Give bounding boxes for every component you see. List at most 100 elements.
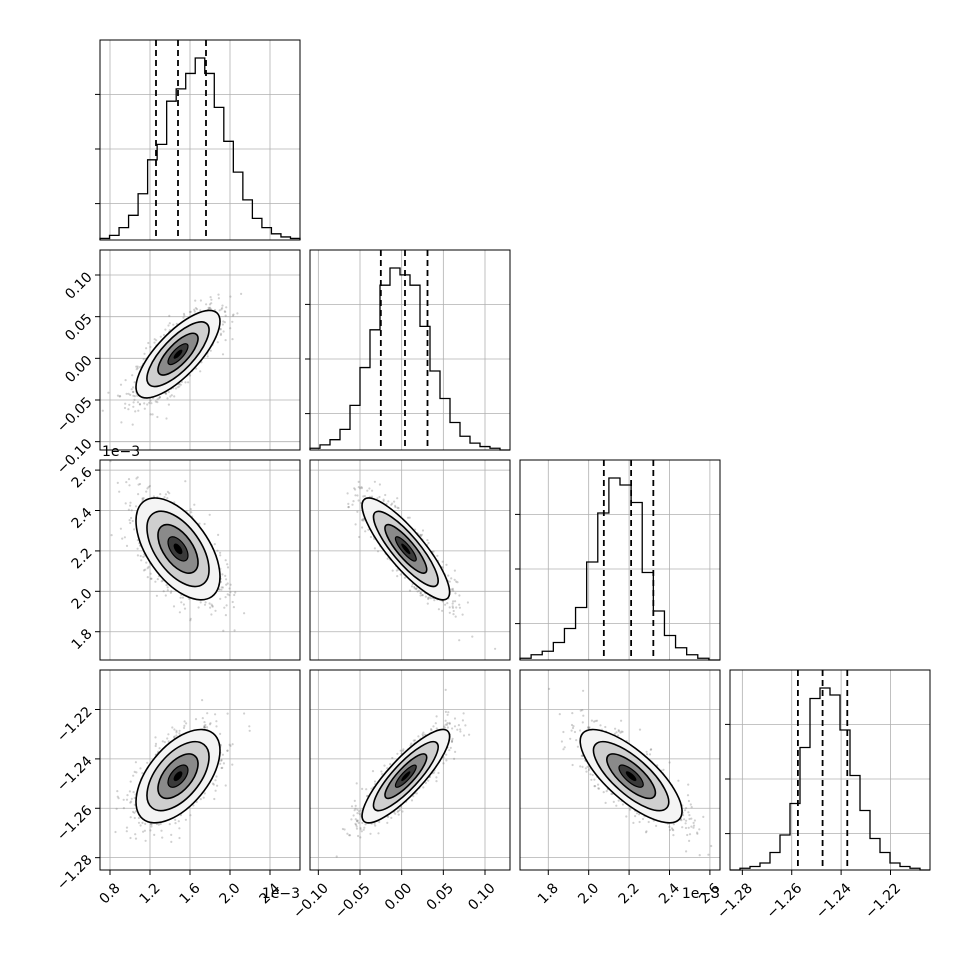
scatter-point bbox=[366, 794, 369, 798]
x-tick-label: 0.8 bbox=[97, 880, 124, 907]
scatter-point bbox=[170, 833, 173, 837]
scatter-point bbox=[698, 854, 701, 857]
scatter-point bbox=[355, 825, 358, 828]
scatter-point bbox=[579, 765, 582, 768]
scatter-point bbox=[209, 349, 212, 352]
scatter-point bbox=[494, 647, 497, 650]
scatter-point bbox=[390, 503, 393, 506]
scatter-point bbox=[148, 484, 151, 488]
scatter-point bbox=[357, 821, 360, 825]
scatter-point bbox=[155, 594, 158, 597]
scatter-point bbox=[139, 824, 142, 827]
y-tick-label: −1.22 bbox=[54, 704, 96, 746]
scatter-point bbox=[634, 815, 637, 818]
scatter-point bbox=[396, 752, 399, 755]
scatter-point bbox=[169, 395, 172, 398]
panel-content bbox=[310, 460, 510, 660]
scatter-point bbox=[131, 374, 134, 377]
scatter-point bbox=[169, 591, 172, 594]
scatter-point bbox=[437, 608, 440, 611]
scatter-point bbox=[416, 590, 419, 593]
scatter-point bbox=[124, 379, 127, 382]
scatter-point bbox=[173, 728, 176, 731]
scatter-point bbox=[359, 487, 362, 490]
scatter-point bbox=[448, 722, 451, 725]
scatter-point bbox=[164, 493, 167, 496]
scatter-point bbox=[130, 509, 133, 512]
scatter-point bbox=[457, 724, 460, 727]
scatter-point bbox=[688, 814, 691, 817]
scatter-point bbox=[451, 737, 454, 740]
scatter-point bbox=[219, 332, 223, 335]
scatter-point bbox=[350, 805, 354, 808]
scatter-point bbox=[179, 596, 182, 599]
scatter-point bbox=[647, 820, 650, 824]
scatter-point bbox=[129, 780, 132, 783]
scatter-point bbox=[129, 393, 132, 396]
scatter-point bbox=[576, 745, 580, 748]
scatter-point bbox=[419, 533, 422, 536]
scatter-point bbox=[371, 489, 374, 492]
scatter-point bbox=[385, 502, 388, 505]
scatter-point bbox=[365, 788, 368, 791]
axes-frame bbox=[309, 249, 511, 451]
scatter-point bbox=[180, 601, 183, 604]
scatter-point bbox=[429, 597, 433, 600]
scatter-point bbox=[354, 523, 357, 526]
scatter-point bbox=[615, 804, 618, 807]
scatter-point bbox=[422, 731, 425, 734]
scatter-point bbox=[587, 726, 590, 729]
scatter-point bbox=[617, 729, 620, 732]
scatter-point bbox=[215, 725, 218, 728]
scatter-point bbox=[224, 310, 227, 313]
scatter-point bbox=[575, 739, 578, 742]
scatter-point bbox=[629, 808, 632, 811]
scatter-point bbox=[228, 587, 231, 590]
scatter-point bbox=[176, 386, 179, 389]
scatter-point bbox=[175, 729, 178, 733]
scatter-point bbox=[128, 790, 131, 793]
scatter-point bbox=[415, 792, 418, 795]
scatter-point bbox=[236, 312, 239, 315]
scatter-point bbox=[136, 401, 140, 404]
scatter-point bbox=[217, 297, 220, 300]
scatter-point bbox=[571, 763, 574, 767]
scatter-point bbox=[571, 712, 574, 715]
scatter-point bbox=[684, 822, 687, 825]
scatter-point bbox=[213, 543, 216, 546]
scatter-point bbox=[198, 522, 201, 525]
scatter-point bbox=[214, 713, 217, 716]
scatter-point bbox=[132, 405, 135, 408]
scatter-point bbox=[143, 352, 146, 355]
scatter-point bbox=[220, 308, 223, 311]
scatter-point bbox=[635, 812, 639, 815]
scatter-point bbox=[452, 609, 455, 613]
scatter-point bbox=[382, 499, 385, 503]
scatter-point bbox=[364, 530, 367, 533]
scatter-point bbox=[175, 731, 178, 734]
scatter-point bbox=[184, 381, 187, 384]
scatter-point bbox=[164, 328, 167, 331]
scatter-point bbox=[447, 574, 450, 577]
scatter-point bbox=[353, 487, 356, 490]
scatter-point bbox=[154, 400, 157, 403]
scatter-point bbox=[248, 729, 251, 732]
scatter-point bbox=[107, 391, 110, 394]
scatter-point bbox=[415, 588, 418, 591]
scatter-point bbox=[445, 759, 448, 762]
histogram-2 bbox=[519, 477, 720, 661]
scatter-panel-0-2: 2.62.42.22.01.81e−3 bbox=[69, 444, 301, 661]
scatter-point bbox=[195, 367, 198, 370]
scatter-point bbox=[459, 730, 462, 733]
scatter-point bbox=[437, 771, 440, 775]
scatter-point bbox=[116, 394, 120, 397]
scatter-point bbox=[387, 815, 390, 819]
scatter-point bbox=[394, 812, 397, 815]
scatter-point bbox=[356, 819, 359, 822]
scatter-point bbox=[222, 629, 225, 632]
scatter-point bbox=[625, 815, 628, 818]
scatter-point bbox=[353, 809, 356, 812]
scatter-point bbox=[164, 594, 167, 597]
x-tick-label: 0.10 bbox=[465, 880, 498, 913]
scatter-point bbox=[125, 481, 128, 484]
